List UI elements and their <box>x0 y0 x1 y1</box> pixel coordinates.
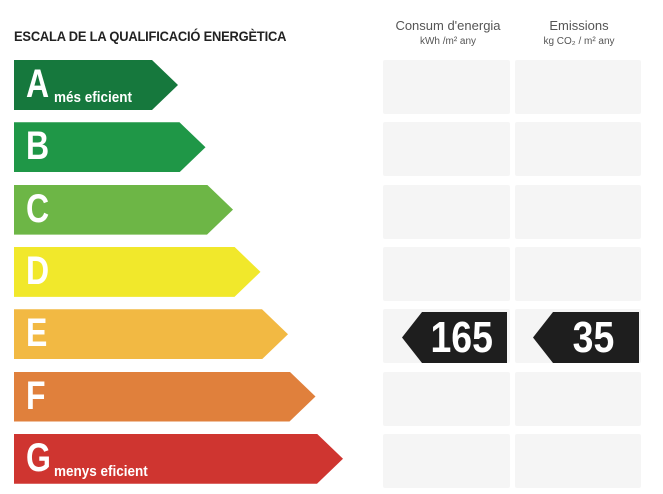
rating-letter: G <box>26 435 51 480</box>
label-title: ESCALA DE LA QUALIFICACIÓ ENERGÈTICA <box>14 28 287 44</box>
rating-caption: més eficient <box>54 89 133 106</box>
rating-bar-f: F <box>14 372 316 422</box>
energy-cell-d <box>383 246 510 301</box>
energy-cell-a <box>383 60 510 114</box>
emissions-cell-a <box>515 60 641 114</box>
emissions-column-header: Emissions kg CO₂ / m² any <box>515 18 643 47</box>
rating-letter: A <box>26 62 50 106</box>
energy-value: 165 <box>430 313 493 362</box>
emissions-cell-f <box>515 371 641 426</box>
emissions-cell-g <box>515 433 641 488</box>
rating-letter: F <box>26 373 46 418</box>
energy-cell-g <box>383 433 510 488</box>
rating-bar-e: E <box>14 309 288 359</box>
energy-cell-f <box>383 371 510 426</box>
rating-letter: B <box>26 124 50 169</box>
rating-caption: menys eficient <box>54 462 148 480</box>
rating-letter: E <box>26 311 48 356</box>
emissions-cell-b <box>515 122 641 177</box>
energy-consumption-indicator: 165 <box>402 312 507 363</box>
rating-letter: D <box>26 248 50 293</box>
rating-bar-b: B <box>14 122 206 172</box>
emissions-indicator: 35 <box>533 312 639 363</box>
emissions-header-text: Emissions <box>549 18 609 33</box>
emissions-unit-text: kg CO₂ / m² any <box>543 36 615 47</box>
emissions-cell-d <box>515 246 641 301</box>
energy-cell-c <box>383 184 510 239</box>
emissions-value: 35 <box>572 313 614 362</box>
rating-letter: C <box>26 186 50 231</box>
emissions-cell-c <box>515 184 641 239</box>
energy-column-header: Consum d'energia kWh /m² any <box>383 18 513 47</box>
rating-bar-d: D <box>14 247 261 297</box>
energy-unit-text: kWh /m² any <box>419 36 477 47</box>
rating-bar-c: C <box>14 185 233 235</box>
energy-cell-b <box>383 122 510 177</box>
energy-header-text: Consum d'energia <box>395 18 501 33</box>
